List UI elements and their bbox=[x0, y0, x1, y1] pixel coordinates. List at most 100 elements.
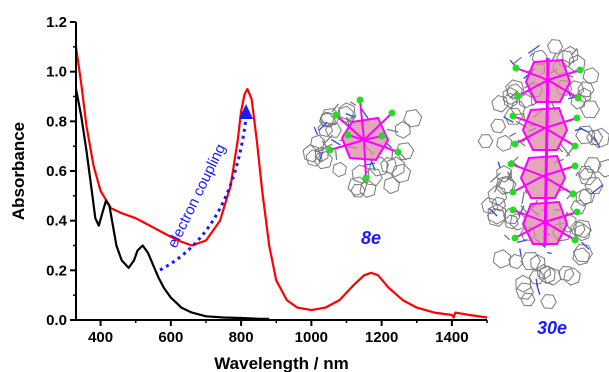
ligand-ring bbox=[538, 265, 556, 284]
cluster-30e-structure bbox=[477, 39, 609, 310]
y-tick-label: 0.0 bbox=[46, 312, 67, 329]
ligand-ring bbox=[383, 176, 401, 195]
ligand-ring bbox=[577, 165, 594, 180]
ligand-ring bbox=[332, 161, 347, 178]
ligand-ring bbox=[305, 149, 323, 167]
ligand-ring bbox=[319, 112, 335, 128]
metal-bond bbox=[510, 163, 544, 177]
ligand-ring bbox=[347, 176, 368, 196]
ligand-ring bbox=[487, 207, 507, 227]
ligand-bond bbox=[570, 47, 578, 56]
ligand-bond bbox=[345, 112, 356, 119]
ligand-ring bbox=[540, 294, 557, 310]
metal-bond bbox=[544, 127, 576, 147]
ligand-bond bbox=[568, 96, 576, 100]
ligand-ring bbox=[520, 252, 541, 271]
y-tick-label: 1.0 bbox=[46, 64, 67, 81]
ligand-ring bbox=[498, 176, 517, 194]
metal-atom bbox=[344, 131, 352, 139]
metal-bond bbox=[514, 221, 546, 239]
metal-atom bbox=[388, 109, 396, 117]
metal-atom bbox=[514, 92, 522, 100]
ligand-bond bbox=[313, 126, 319, 136]
metal-atom bbox=[571, 162, 579, 170]
metal-atom bbox=[512, 64, 520, 72]
ligand-ring bbox=[570, 93, 587, 110]
ligand-bond bbox=[548, 282, 553, 286]
ligand-bond bbox=[509, 170, 512, 182]
ligand-bond bbox=[386, 128, 399, 133]
ligand-ring bbox=[506, 83, 523, 100]
ligand-ring bbox=[502, 87, 519, 105]
ligand-ring bbox=[577, 81, 595, 98]
ligand-bond bbox=[503, 116, 514, 123]
ligand-ring bbox=[380, 156, 398, 175]
metal-bond bbox=[544, 221, 576, 241]
ligand-bond bbox=[593, 136, 601, 148]
ligand-bond bbox=[369, 158, 376, 171]
ligand-ring bbox=[580, 100, 600, 119]
metal-atom bbox=[326, 146, 334, 154]
metal-bond bbox=[542, 175, 574, 195]
ligand-bond bbox=[509, 90, 518, 99]
ligand-ring bbox=[515, 274, 532, 293]
ligand-bond bbox=[557, 147, 564, 153]
y-tick-label: 0.6 bbox=[46, 163, 67, 180]
ligand-ring bbox=[317, 121, 334, 138]
ligand-ring bbox=[487, 185, 508, 206]
y-tick-label: 0.4 bbox=[46, 213, 68, 230]
ligand-bond bbox=[318, 151, 324, 163]
ligand-ring bbox=[575, 188, 592, 207]
x-tick-label: 1000 bbox=[295, 329, 328, 346]
x-tick-label: 600 bbox=[158, 329, 183, 346]
ligand-ring bbox=[572, 219, 592, 239]
cluster-8e-structure bbox=[302, 96, 423, 198]
y-tick-label: 0.8 bbox=[46, 113, 67, 130]
plot-area: electron coupling 0.0 0.2 0.4 0.6 0.8 1.0 1.2 4… bbox=[9, 14, 488, 372]
metal-bond bbox=[363, 139, 399, 153]
cluster-8e-label: 8e bbox=[361, 228, 381, 248]
ligand-bond bbox=[497, 161, 501, 169]
arrowhead-icon bbox=[239, 104, 253, 119]
ligand-ring bbox=[570, 221, 586, 236]
metal-atom bbox=[509, 112, 517, 120]
ligand-ring bbox=[563, 267, 581, 286]
ligand-bond bbox=[521, 191, 525, 204]
ligand-ring bbox=[572, 243, 594, 263]
x-axis-title: Wavelength / nm bbox=[214, 354, 348, 372]
ligand-ring bbox=[490, 118, 507, 134]
axes: 0.0 0.2 0.4 0.6 0.8 1.0 1.2 400 600 800 1000 1200 14… bbox=[9, 14, 488, 372]
cluster-30e-label: 30e bbox=[537, 318, 567, 338]
ligand-ring bbox=[584, 177, 604, 195]
ligand-ring bbox=[495, 175, 515, 195]
ligand-bond bbox=[519, 248, 522, 257]
metal-atom bbox=[394, 148, 402, 156]
ligand-ring bbox=[386, 156, 405, 178]
ligand-ring bbox=[504, 214, 519, 230]
metal-bond bbox=[547, 79, 579, 99]
ligand-bond bbox=[568, 74, 574, 78]
x-tick-label: 400 bbox=[88, 329, 113, 346]
metal-bond bbox=[363, 112, 393, 141]
ligand-bond bbox=[579, 127, 590, 134]
ligand-bond bbox=[535, 278, 539, 287]
metal-bond bbox=[544, 211, 578, 223]
metal-bond bbox=[512, 175, 544, 193]
ligand-ring bbox=[487, 203, 507, 225]
ligand-ring bbox=[491, 196, 507, 212]
x-tick-label: 1200 bbox=[365, 329, 398, 346]
metal-atom bbox=[573, 208, 581, 216]
ligand-ring bbox=[496, 134, 513, 152]
ligand-ring bbox=[492, 249, 512, 269]
metal-atom bbox=[356, 96, 364, 104]
ligand-ring bbox=[557, 265, 575, 282]
ligand-ring bbox=[338, 102, 356, 121]
metal-bond bbox=[335, 114, 365, 141]
ligand-bond bbox=[520, 205, 528, 214]
ligand-ring bbox=[508, 253, 524, 270]
ligand-ring bbox=[572, 247, 591, 266]
x-tick-label: 1400 bbox=[435, 329, 468, 346]
metal-atom bbox=[511, 234, 519, 242]
ligand-ring bbox=[520, 292, 536, 307]
metal-atom bbox=[574, 94, 582, 102]
